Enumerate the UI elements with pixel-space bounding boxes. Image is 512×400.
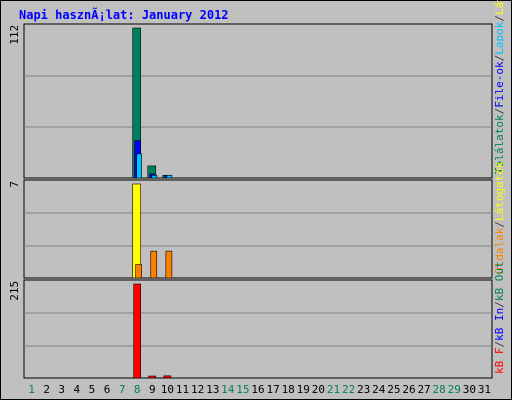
legend-entry: / — [493, 221, 506, 228]
x-tick-label-day-4: 4 — [74, 383, 81, 396]
x-tick-label-day-11: 11 — [176, 383, 189, 396]
bar-lapok-day-8 — [136, 153, 142, 179]
x-tick-label-day-18: 18 — [282, 383, 295, 396]
legend-entry: Látogatók — [493, 161, 506, 221]
x-tick-label-day-24: 24 — [372, 383, 386, 396]
x-tick-label-day-13: 13 — [206, 383, 219, 396]
y-max-label-1: 112 — [8, 25, 21, 45]
x-tick-label-day-3: 3 — [58, 383, 65, 396]
legend-panel-2: Oldalak/Látogatók — [493, 161, 506, 274]
x-tick-label-day-12: 12 — [191, 383, 204, 396]
plot-panel-2 — [23, 179, 493, 279]
legend-panel-3: kB F/kB In/kB Out — [493, 261, 506, 374]
legend-entry: kB In — [493, 308, 506, 341]
bar-oldalak-day-10 — [165, 250, 173, 279]
plot-panel-1 — [23, 23, 493, 179]
legend-entry: Lapok — [493, 21, 506, 54]
x-tick-label-day-20: 20 — [312, 383, 325, 396]
legend-entry: / — [493, 301, 506, 308]
legend-panel-1: Találatok/File-ok/Lapok/Látogatók — [493, 0, 506, 174]
x-tick-label-day-16: 16 — [251, 383, 264, 396]
x-tick-label-day-27: 27 — [417, 383, 430, 396]
x-tick-label-day-9: 9 — [149, 383, 156, 396]
x-tick-label-day-8: 8 — [134, 383, 141, 396]
bar-kb-f-day-10 — [163, 375, 172, 379]
x-tick-label-day-14: 14 — [221, 383, 235, 396]
bar-oldalak-day-8 — [135, 264, 142, 279]
x-tick-label-day-5: 5 — [89, 383, 96, 396]
legend-entry: / — [493, 341, 506, 348]
y-max-label-2: 7 — [8, 181, 21, 188]
x-tick-label-day-6: 6 — [104, 383, 111, 396]
bar-lapok-day-9 — [151, 175, 158, 179]
x-tick-label-day-28: 28 — [433, 383, 446, 396]
x-tick-label-day-17: 17 — [266, 383, 279, 396]
legend-entry: kB F — [493, 348, 506, 375]
x-tick-label-day-25: 25 — [387, 383, 400, 396]
plot-panel-3 — [23, 279, 493, 379]
legend-entry: Látogatók — [493, 0, 506, 15]
legend-entry: kB Out — [493, 261, 506, 301]
x-tick-label-day-15: 15 — [236, 383, 249, 396]
x-tick-label-day-10: 10 — [161, 383, 174, 396]
bar-kb-f-day-9 — [148, 375, 157, 379]
x-tick-label-day-7: 7 — [119, 383, 126, 396]
x-tick-label-day-2: 2 — [43, 383, 50, 396]
bar-lapok-day-10 — [166, 175, 173, 179]
legend-entry: File-ok — [493, 61, 506, 108]
chart-title: Napi hasznÃ¡lat: January 2012 — [19, 7, 229, 22]
legend-entry: Találatok — [493, 114, 506, 174]
legend-entry: Oldalak — [493, 227, 506, 274]
x-tick-label-day-31: 31 — [478, 383, 491, 396]
x-tick-label-day-1: 1 — [28, 383, 35, 396]
x-tick-label-day-23: 23 — [357, 383, 370, 396]
bar-oldalak-day-9 — [150, 250, 158, 279]
bar-kb-f-day-8 — [133, 283, 141, 379]
y-max-label-3: 215 — [8, 281, 21, 301]
legend-entry: / — [493, 55, 506, 62]
x-tick-label-day-19: 19 — [297, 383, 310, 396]
legend-entry: / — [493, 15, 506, 22]
bar-l-togat-k-day-8 — [132, 183, 141, 279]
x-tick-label-day-29: 29 — [448, 383, 461, 396]
legend-entry: / — [493, 108, 506, 115]
x-tick-label-day-21: 21 — [327, 383, 340, 396]
x-tick-label-day-22: 22 — [342, 383, 355, 396]
x-tick-label-day-26: 26 — [402, 383, 415, 396]
x-tick-label-day-30: 30 — [463, 383, 476, 396]
